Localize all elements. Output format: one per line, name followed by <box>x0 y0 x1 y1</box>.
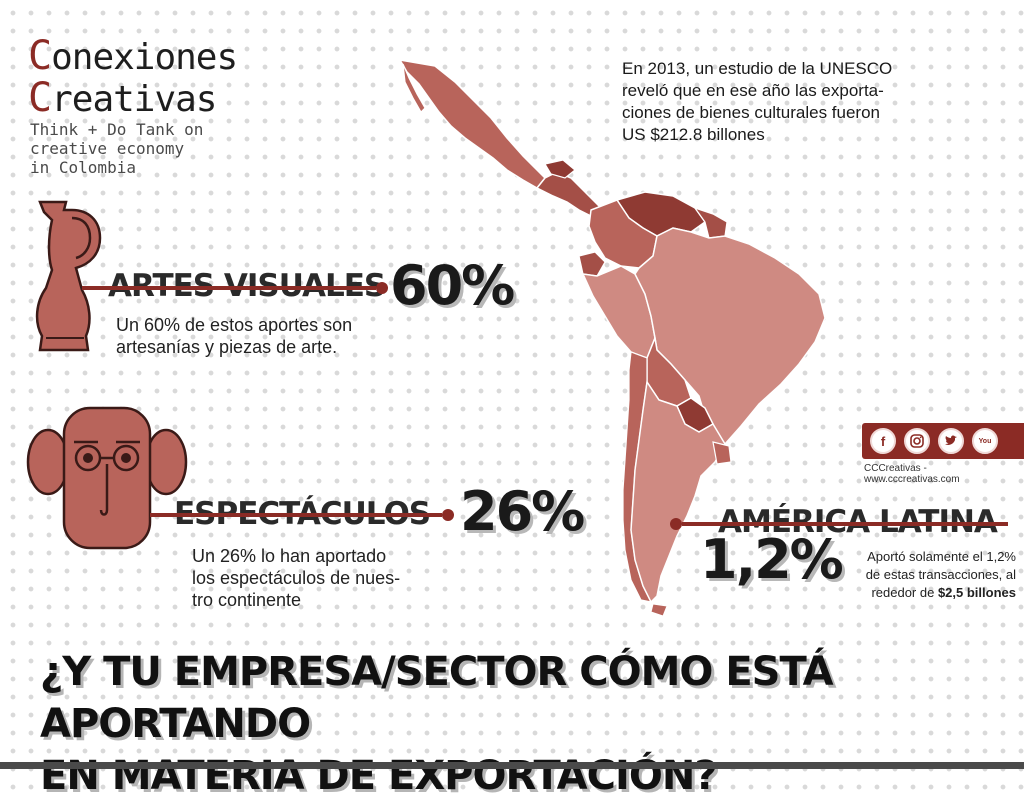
brand-logo: Conexiones Creativas <box>28 33 238 121</box>
espectaculos-description: Un 26% lo han aportado los espectáculos … <box>192 546 401 610</box>
bottom-border <box>0 762 1024 769</box>
instagram-icon[interactable] <box>904 428 930 454</box>
mask-illustration <box>26 406 188 550</box>
map-region-ecuador <box>578 251 606 277</box>
map-region-uruguay <box>712 441 732 465</box>
espectaculos-percent: 26% <box>460 480 585 543</box>
espectaculos-strike-line <box>150 513 442 517</box>
artes-percent: 60% <box>390 254 515 317</box>
map-region-tierra-del-fuego <box>650 603 668 617</box>
latin-america-map <box>399 60 826 617</box>
jug-illustration <box>35 200 102 352</box>
map-region-mexico <box>399 60 547 189</box>
twitter-icon[interactable] <box>938 428 964 454</box>
brand-title-line-2: Creativas <box>28 75 217 121</box>
artes-strike-line <box>82 286 376 290</box>
map-region-central-america-2 <box>544 159 576 179</box>
closing-question: ¿Y TU EMPRESA/SECTOR CÓMO ESTÁ APORTANDO… <box>40 649 834 799</box>
espectaculos-strike-dot <box>442 509 454 521</box>
map-region-argentina <box>630 379 726 604</box>
facebook-icon[interactable]: f <box>870 428 896 454</box>
brand-title-line-1: Conexiones <box>28 33 238 79</box>
brand-tagline: Think + Do Tank on creative economy in C… <box>30 120 204 177</box>
youtube-icon[interactable]: You <box>972 428 998 454</box>
map-region-baja <box>402 63 426 113</box>
social-caption: CCCreativas - www.cccreativas.com <box>864 463 960 485</box>
intro-paragraph: En 2013, un estudio de la UNESCO reveló … <box>622 59 893 144</box>
america-strike-dot <box>670 518 682 530</box>
america-description: Aportó solamente el 1,2% de estas transa… <box>865 549 1016 600</box>
artes-strike-dot <box>376 282 388 294</box>
america-strike-line <box>682 522 1008 526</box>
social-bar: f You <box>862 423 1024 459</box>
america-percent: 1,2% <box>700 528 844 591</box>
artes-description: Un 60% de estos aportes son artesanías y… <box>116 315 353 357</box>
